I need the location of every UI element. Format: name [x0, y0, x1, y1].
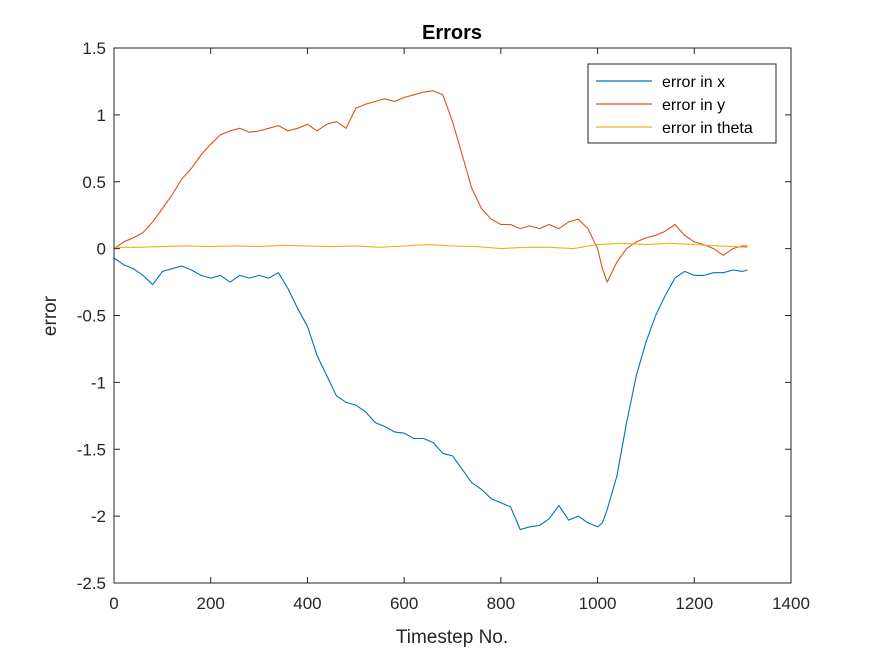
legend-label-y: error in y: [662, 97, 725, 114]
series-line-error-theta: [114, 242, 748, 250]
y-tick-label: -1: [91, 373, 106, 392]
y-tick-label: -0.5: [77, 307, 106, 326]
x-tick-label: 0: [109, 594, 118, 613]
x-tick-label: 800: [487, 594, 515, 613]
y-tick-label: -2: [91, 507, 106, 526]
y-ticks: -2.5 -2 -1.5 -1 -0.5 0 0.5 1 1.5: [77, 39, 791, 593]
x-tick-label: 400: [293, 594, 321, 613]
chart-title: Errors: [422, 22, 482, 44]
legend: error in x error in y error in theta: [587, 63, 777, 144]
series-line-error-y: [113, 90, 748, 283]
series-line-error-x: [113, 257, 748, 531]
y-tick-label: 1: [97, 106, 106, 125]
legend-label-theta: error in theta: [662, 120, 753, 137]
y-tick-label: -1.5: [77, 440, 106, 459]
y-axis-label: error: [40, 295, 61, 336]
legend-label-x: error in x: [662, 74, 725, 91]
y-tick-label: 0: [97, 240, 106, 259]
x-tick-label: 1000: [579, 594, 617, 613]
series-layer: [113, 90, 748, 531]
x-tick-label: 200: [197, 594, 225, 613]
x-axis-label: Timestep No.: [396, 627, 508, 648]
x-tick-label: 1200: [675, 594, 713, 613]
y-tick-label: 1.5: [82, 39, 106, 58]
x-tick-label: 600: [390, 594, 418, 613]
y-tick-label: -2.5: [77, 574, 106, 593]
x-tick-label: 1400: [772, 594, 810, 613]
y-tick-label: 0.5: [82, 173, 106, 192]
x-ticks: 0 200 400 600 800 1000 1200 1400: [109, 48, 810, 613]
